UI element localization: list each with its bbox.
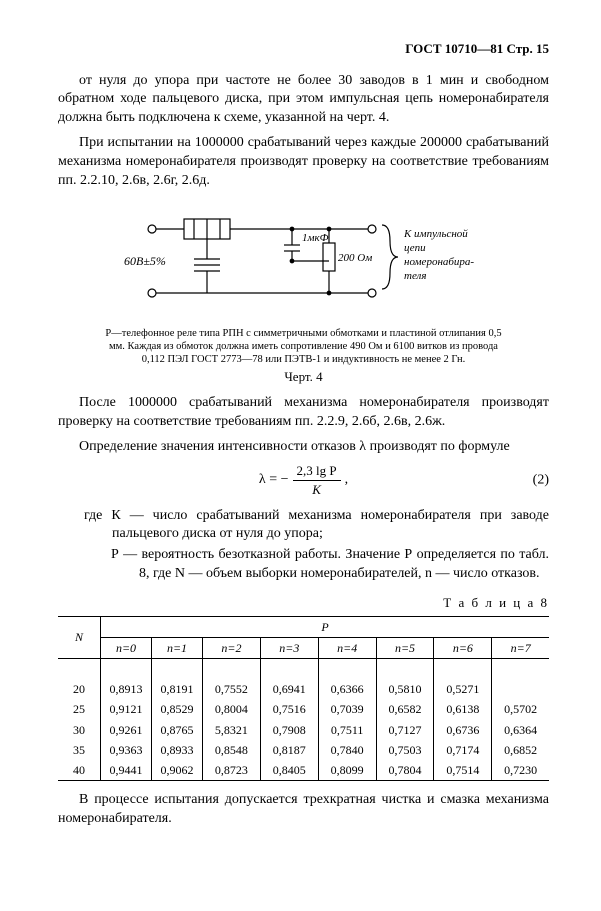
figure-caption-small: Р—телефонное реле типа РПН с симметричны…: [104, 327, 504, 366]
table-row: 35 0,93630,89330,85480,81870,78400,75030…: [58, 740, 549, 760]
th-n5: n=5: [376, 637, 434, 658]
table-row: 40 0,94410,90620,87230,84050,80990,78040…: [58, 760, 549, 781]
th-n6: n=6: [434, 637, 492, 658]
table-8: N P n=0 n=1 n=2 n=3 n=4 n=5 n=6 n=7 20 0…: [58, 616, 549, 782]
diagram-right-3: номеронабира-: [404, 256, 474, 268]
table-title: Т а б л и ц а 8: [58, 594, 549, 612]
th-n1: n=1: [152, 637, 203, 658]
subheader-row: n=0 n=1 n=2 n=3 n=4 n=5 n=6 n=7: [58, 637, 549, 658]
spacer-row: [58, 659, 549, 680]
th-n2: n=2: [203, 637, 261, 658]
formula-eqnum: (2): [533, 471, 549, 490]
th-n3: n=3: [260, 637, 318, 658]
diagram-cap-label: 1мкФ: [302, 232, 329, 244]
paragraph-1: от нуля до упора при частоте не более 30…: [58, 72, 549, 129]
diagram-right-4: теля: [404, 270, 426, 282]
th-n4: n=4: [318, 637, 376, 658]
th-P: P: [101, 616, 550, 637]
table-row: 30 0,92610,87655,83210,79080,75110,71270…: [58, 720, 549, 740]
figure-caption-main: Черт. 4: [58, 368, 549, 386]
th-n7: n=7: [492, 637, 549, 658]
table-row: 20 0,89130,81910,75520,69410,63660,58100…: [58, 679, 549, 699]
diagram-res-label: 200 Ом: [338, 252, 372, 264]
th-n0: n=0: [101, 637, 152, 658]
def-k: где К — число срабатываний механизма ном…: [84, 507, 549, 545]
diagram-right-2: цепи: [404, 242, 426, 254]
paragraph-5: В процессе испытания допускается трехкра…: [58, 791, 549, 829]
page-header: ГОСТ 10710—81 Стр. 15: [58, 40, 549, 58]
def-p: Р — вероятность безотказной работы. Знач…: [111, 546, 549, 584]
diagram-voltage: 60В±5%: [124, 254, 166, 268]
diagram-right-1: К импульсной: [403, 228, 468, 240]
formula-tail: ,: [345, 471, 349, 490]
table-row: 25 0,91210,85290,80040,75160,70390,65820…: [58, 699, 549, 719]
formula-den: K: [293, 481, 341, 499]
formula-num: 2,3 lg P: [293, 462, 341, 481]
th-N: N: [58, 616, 101, 658]
paragraph-3: После 1000000 срабатываний механизма ном…: [58, 394, 549, 432]
paragraph-2: При испытании на 1000000 срабатываний че…: [58, 134, 549, 191]
formula-lhs: λ = −: [259, 471, 289, 490]
formula-fraction: 2,3 lg P K: [293, 462, 341, 498]
paragraph-4: Определение значения интенсивности отказ…: [58, 438, 549, 457]
circuit-diagram: 60В±5% 1мкФ 200 Ом К импульсной цепи ном…: [124, 201, 484, 321]
formula: λ = − 2,3 lg P K , (2): [58, 462, 549, 498]
